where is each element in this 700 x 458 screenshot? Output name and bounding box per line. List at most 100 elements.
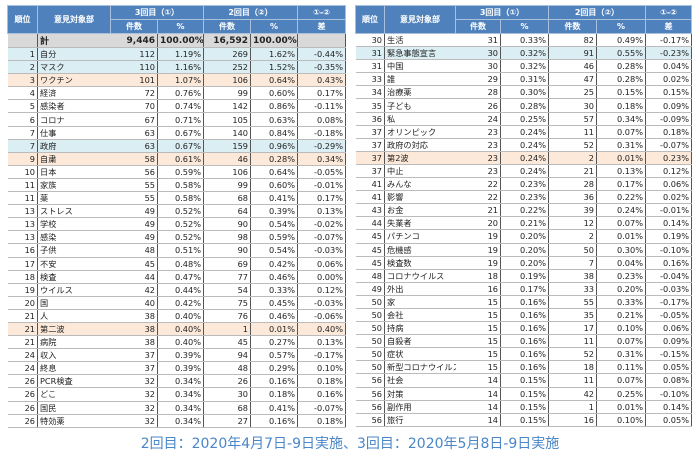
cell-count-2: 69	[203, 257, 251, 271]
cell-rank: 37	[355, 151, 385, 165]
cell-rank: 21	[7, 309, 38, 323]
table-row: 50 新型コロナウイルス 15 0.16% 18 0.11% 0.05%	[355, 360, 692, 375]
cell-pct-3: 0.15%	[500, 373, 549, 388]
cell-rank: 43	[355, 203, 385, 218]
cell-pct-3: 0.16%	[500, 360, 549, 375]
cell-word: 失業者	[384, 216, 456, 231]
cell-pct-3: 0.20%	[500, 243, 549, 257]
cell-pct-3: 0.42%	[157, 296, 204, 310]
cell-rank: 44	[355, 216, 385, 231]
cell-diff: 0.16%	[297, 387, 346, 402]
table-row: 49 外出 16 0.17% 33 0.20% -0.03%	[355, 282, 692, 296]
cell-word: 私	[384, 112, 456, 126]
cell-rank: 6	[7, 112, 38, 127]
cell-count-2: 38	[548, 269, 597, 283]
table-row: 56 副作用 14 0.15% 1 0.01% 0.14%	[355, 400, 692, 414]
table-row: 4 経済 72 0.76% 99 0.60% 0.17%	[7, 86, 346, 101]
cell-diff: -0.03%	[297, 243, 346, 258]
cell-rank: 56	[355, 400, 385, 414]
cell-count-2: 99	[203, 178, 251, 193]
cell-pct-3: 0.16%	[500, 308, 549, 323]
cell-pct-2: 0.15%	[596, 85, 646, 100]
cell-diff: -0.15%	[645, 347, 692, 362]
cell-pct-2: 0.24%	[596, 203, 646, 218]
cell-word: 仕事	[37, 126, 111, 140]
cell-rank: 56	[355, 413, 385, 427]
cell-pct-3: 0.52%	[157, 204, 204, 219]
table-row: 34 治療薬 28 0.30% 25 0.15% 0.15%	[355, 85, 692, 100]
cell-count-2: 28	[548, 177, 597, 192]
table-row: 37 中止 23 0.24% 21 0.13% 0.12%	[355, 164, 692, 179]
count-header: 件数	[203, 19, 251, 34]
cell-count-3: 37	[110, 361, 158, 376]
pct-header: %	[250, 19, 298, 34]
cell-diff: -0.07%	[297, 401, 346, 415]
table-row: 17 不安 45 0.48% 69 0.42% 0.06%	[7, 257, 346, 271]
cell-pct-3: 0.16%	[500, 295, 549, 309]
cell-pct-3: 0.20%	[500, 229, 549, 244]
cell-diff: 0.05%	[645, 360, 692, 375]
cell-diff: 0.18%	[297, 414, 346, 428]
cell-diff: 0.23%	[645, 151, 692, 165]
cell-diff: 0.10%	[297, 361, 346, 376]
cell-count-3: 112	[110, 47, 158, 62]
pct-header: %	[157, 19, 204, 34]
cell-count-2: 42	[548, 387, 597, 401]
cell-rank: 30	[355, 33, 385, 48]
cell-pct-2: 0.07%	[596, 373, 646, 388]
table-row: 19 ウイルス 42 0.44% 54 0.33% 0.12%	[7, 283, 346, 297]
cell-rank: 24	[7, 361, 38, 376]
cell-pct-3: 0.71%	[157, 112, 204, 127]
cell-word: ストレス	[37, 204, 111, 219]
cell-count-3: 110	[110, 60, 158, 75]
cell-pct-2: 0.49%	[596, 33, 646, 48]
table-row: 5 感染者 70 0.74% 142 0.86% -0.11%	[7, 99, 346, 114]
diff-group-header: ①-②	[645, 5, 692, 20]
cell-count-3: 38	[110, 322, 158, 337]
cell-rank: 36	[355, 112, 385, 126]
cell-diff: 0.06%	[645, 321, 692, 336]
cell-diff: -0.44%	[297, 47, 346, 62]
cell-word: 子ども	[384, 98, 456, 113]
count-header: 件数	[455, 19, 501, 34]
cell-diff: -0.10%	[645, 387, 692, 401]
cell-rank: 50	[355, 360, 385, 375]
table-row: 50 自殺者 15 0.16% 11 0.07% 0.09%	[355, 334, 692, 349]
cell-pct-2: 0.01%	[250, 322, 298, 337]
cell-count-3: 22	[455, 190, 501, 205]
cell-pct-3: 0.39%	[157, 361, 204, 376]
cell-diff: -0.05%	[645, 308, 692, 323]
cell-diff: -0.05%	[297, 165, 346, 179]
cell-rank: 11	[7, 178, 38, 193]
cell-rank: 24	[7, 348, 38, 363]
table-row: 10 日本 56 0.59% 106 0.64% -0.05%	[7, 165, 346, 179]
cell-pct-3: 0.67%	[157, 126, 204, 140]
cell-pct-2: 0.84%	[250, 126, 298, 140]
cell-rank: 50	[355, 347, 385, 362]
table-row: 13 学校 49 0.52% 90 0.54% -0.02%	[7, 217, 346, 232]
table-row: 26 どこ 32 0.34% 30 0.18% 0.16%	[7, 387, 346, 402]
cell-diff: -0.23%	[645, 46, 692, 61]
total-count-2: 16,592	[203, 33, 251, 48]
pct-header: %	[500, 19, 549, 34]
table-row: 50 会社 15 0.16% 35 0.21% -0.05%	[355, 308, 692, 323]
cell-pct-2: 0.60%	[250, 178, 298, 193]
cell-rank: 45	[355, 243, 385, 257]
table-row: 13 感染 49 0.52% 98 0.59% -0.07%	[7, 230, 346, 245]
cell-diff: 0.14%	[645, 400, 692, 414]
cell-word: オリンピック	[384, 125, 456, 139]
cell-pct-3: 0.23%	[500, 177, 549, 192]
cell-diff: -0.04%	[645, 269, 692, 283]
cell-rank: 26	[7, 414, 38, 428]
cell-count-3: 23	[455, 125, 501, 139]
cell-pct-3: 0.32%	[500, 59, 549, 74]
cell-count-3: 63	[110, 139, 158, 153]
total-label: 計	[37, 33, 111, 48]
cell-word: どこ	[37, 387, 111, 402]
cell-count-2: 7	[548, 256, 597, 270]
table-row: 50 家 15 0.16% 55 0.33% -0.17%	[355, 295, 692, 309]
cell-diff: -0.17%	[645, 33, 692, 48]
table-row: 18 検査 44 0.47% 77 0.46% 0.00%	[7, 270, 346, 284]
cell-pct-2: 0.01%	[596, 400, 646, 414]
cell-diff: 0.18%	[645, 125, 692, 139]
